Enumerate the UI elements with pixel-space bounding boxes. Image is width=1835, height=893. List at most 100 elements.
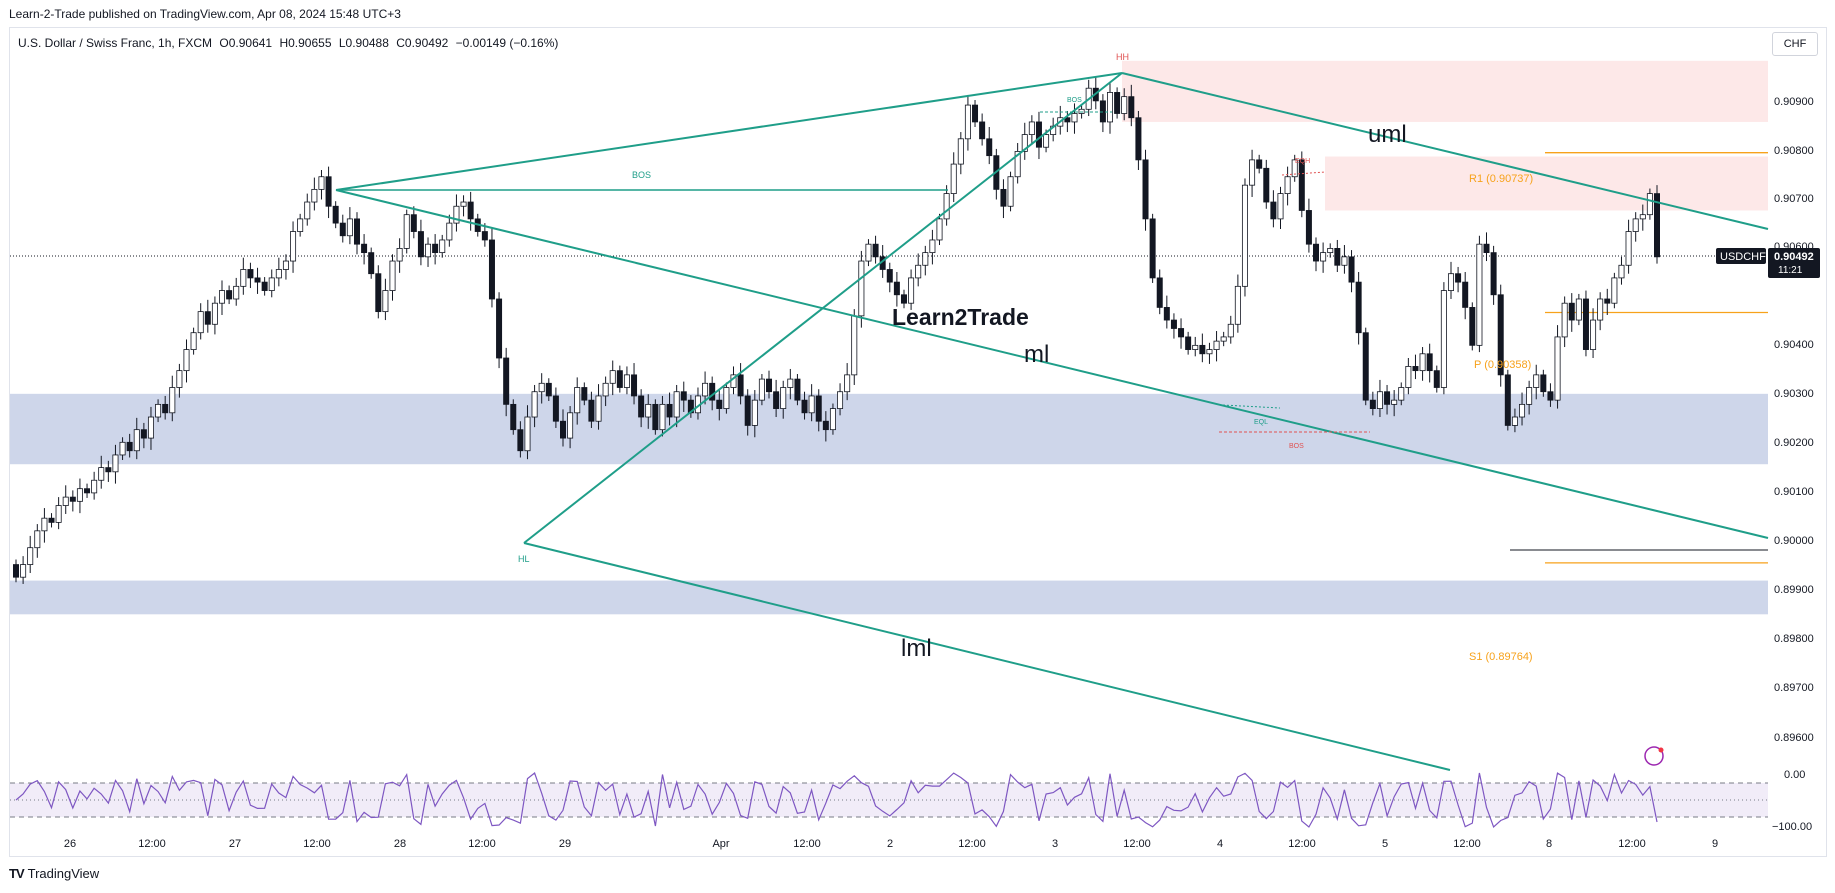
time-tick: 12:00: [1453, 838, 1481, 850]
candle-bull: [908, 277, 915, 304]
candle: [353, 212, 360, 255]
price-tick: 0.90000: [1774, 535, 1814, 547]
countdown-text: 11:21: [1778, 265, 1803, 276]
candle-bear: [1362, 332, 1369, 401]
candle: [1618, 256, 1625, 285]
candle-bull: [453, 205, 460, 224]
candle-bull: [98, 467, 105, 481]
candle: [1320, 242, 1327, 273]
candle-bull: [957, 138, 964, 165]
candle-bear: [1142, 159, 1149, 220]
zones-layer: [10, 60, 1768, 615]
candle-bull: [34, 530, 41, 549]
candle: [226, 285, 233, 305]
candle: [453, 194, 460, 232]
candle-bull: [1078, 108, 1085, 114]
candle-bear: [1483, 243, 1490, 254]
candle: [744, 389, 751, 436]
lml-label: lml: [901, 635, 932, 662]
candle: [311, 177, 318, 211]
candle: [1426, 343, 1433, 383]
candle: [922, 245, 929, 276]
candle-bull: [219, 290, 226, 304]
candle-bull: [1554, 336, 1561, 401]
hl-label: HL: [518, 554, 530, 564]
candle-bull: [155, 403, 162, 418]
candle: [560, 409, 567, 447]
candle: [183, 339, 190, 383]
currency-button[interactable]: CHF: [1772, 32, 1818, 56]
candle: [1149, 213, 1156, 283]
candle: [1107, 82, 1114, 134]
candle: [140, 422, 147, 449]
candle-bear: [1497, 294, 1504, 376]
candle: [602, 376, 609, 407]
candle: [957, 132, 964, 175]
candle: [219, 280, 226, 316]
candle: [1611, 272, 1618, 309]
candle-bear: [503, 357, 510, 405]
candle-bull: [531, 391, 538, 418]
candle-bull: [446, 222, 453, 241]
tradingview-footer[interactable]: TV TradingView: [9, 866, 99, 881]
candle-bear: [481, 231, 488, 241]
candle-bear: [467, 201, 474, 220]
candle: [1575, 293, 1582, 326]
candle-bear: [1163, 307, 1170, 321]
symbol-name: U.S. Dollar / Swiss Franc, 1h, FXCM: [18, 36, 213, 50]
candle-bull: [1476, 243, 1483, 346]
candle-bull: [311, 188, 318, 203]
candle: [623, 366, 630, 395]
candle: [773, 379, 780, 418]
candle: [233, 277, 240, 306]
eqh-line: [1281, 171, 1326, 176]
candle-bull: [950, 163, 957, 195]
candle: [1646, 188, 1653, 220]
candle: [1554, 325, 1561, 409]
candle-bull: [346, 218, 353, 237]
candle: [1355, 272, 1362, 345]
candle-bear: [886, 269, 893, 283]
chart-frame[interactable]: [9, 27, 1827, 857]
candle-bull: [808, 395, 815, 414]
candle: [588, 391, 595, 428]
fork-handle-line: [523, 72, 1123, 544]
candle: [893, 272, 900, 307]
price-tick: 0.90700: [1774, 193, 1814, 205]
oscillator-line: [15, 772, 1658, 828]
candle: [517, 421, 524, 458]
candle-bull: [1043, 134, 1050, 148]
candle: [155, 399, 162, 423]
candle-bull: [1590, 319, 1597, 350]
candle: [261, 277, 268, 296]
oscillator-tick: 0.00: [1784, 769, 1805, 781]
candle: [1227, 315, 1234, 344]
candle-bull: [1561, 302, 1568, 338]
candle-bull: [1611, 277, 1618, 304]
candle: [339, 214, 346, 243]
candle: [1099, 94, 1106, 133]
candle: [673, 384, 680, 428]
candle: [84, 483, 91, 498]
candle: [751, 390, 758, 438]
candle-bear: [204, 311, 211, 325]
candle-bull: [1206, 349, 1213, 355]
candle: [858, 250, 865, 328]
candle-bear: [1305, 210, 1312, 245]
candle: [1128, 84, 1135, 127]
candle: [41, 508, 48, 543]
candle-bull: [1107, 92, 1114, 123]
symbol-legend: U.S. Dollar / Swiss Franc, 1h, FXCM O0.9…: [18, 36, 562, 50]
candle-bear: [1149, 218, 1156, 279]
time-tick: 5: [1382, 838, 1388, 850]
candle-bull: [723, 387, 730, 409]
candle: [396, 238, 403, 273]
candle-bull: [76, 488, 83, 502]
candle-bear: [432, 243, 439, 254]
levels-layer: [10, 152, 1768, 564]
candle: [972, 100, 979, 127]
candle-bear: [815, 395, 822, 422]
candle: [254, 267, 261, 294]
candle: [979, 113, 986, 146]
